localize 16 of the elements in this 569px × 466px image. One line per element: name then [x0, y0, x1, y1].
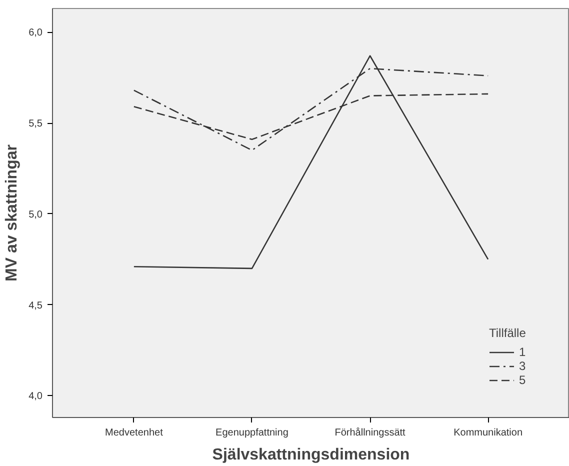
y-tick-label: 5,5: [28, 118, 43, 130]
y-tick-label: 6,0: [28, 28, 43, 39]
legend-title: Tillfälle: [489, 326, 527, 340]
line-series: [133, 55, 489, 270]
legend-label: 1: [519, 345, 527, 359]
x-tick-label: Medvetenhet: [105, 428, 164, 438]
x-tick-label: Förhållningssätt: [334, 426, 406, 438]
x-tick-label: Egenuppfattning: [216, 428, 288, 438]
y-axis-title: MV av skattningar: [4, 144, 21, 282]
legend-label: 5: [519, 373, 527, 387]
y-tick-label: 4,5: [28, 300, 43, 312]
y-tick-label: 5,0: [28, 209, 43, 220]
legend-label: 3: [519, 359, 527, 373]
x-axis-title: Självskattningsdimension: [212, 446, 410, 464]
x-tick-label: Kommunikation: [454, 428, 523, 438]
y-tick-label: 4,0: [28, 391, 43, 402]
